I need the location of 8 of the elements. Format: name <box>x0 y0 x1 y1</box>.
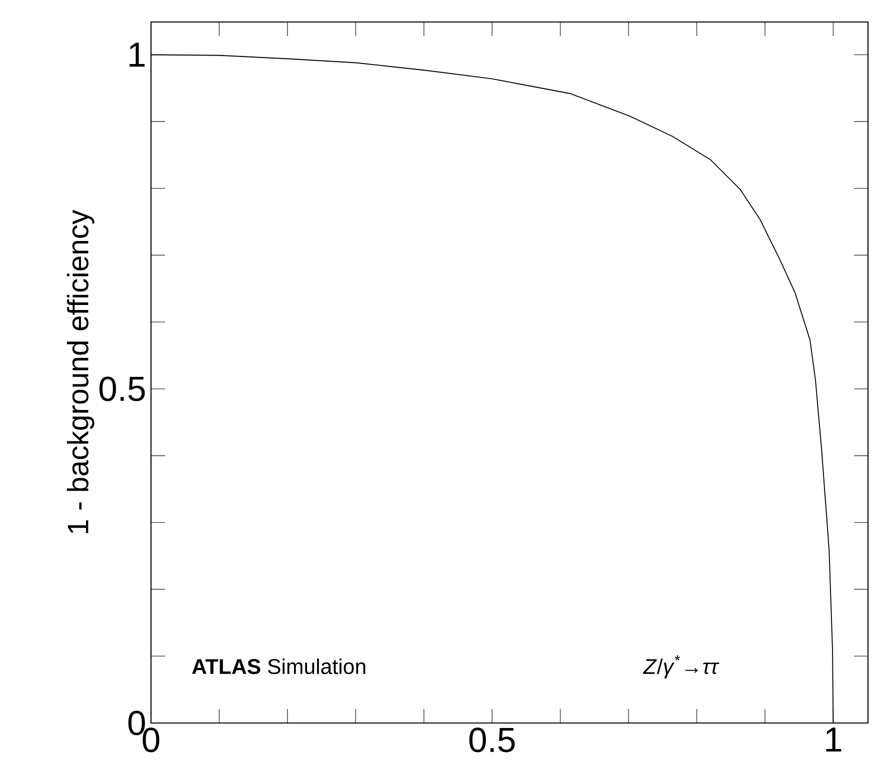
y-axis-title: 1 - background efficiency <box>66 210 94 534</box>
y-tick-label: 0.5 <box>99 376 145 402</box>
y-tick-label: 0 <box>128 710 145 736</box>
x-tick-label: 1 <box>826 728 842 752</box>
annotation: Z/γ$^{*}$→ττ <box>642 655 720 678</box>
annotation: ATLAS Simulation <box>192 658 366 674</box>
x-tick-label: 0.5 <box>469 728 515 752</box>
y-tick-label: 1 <box>130 42 145 67</box>
